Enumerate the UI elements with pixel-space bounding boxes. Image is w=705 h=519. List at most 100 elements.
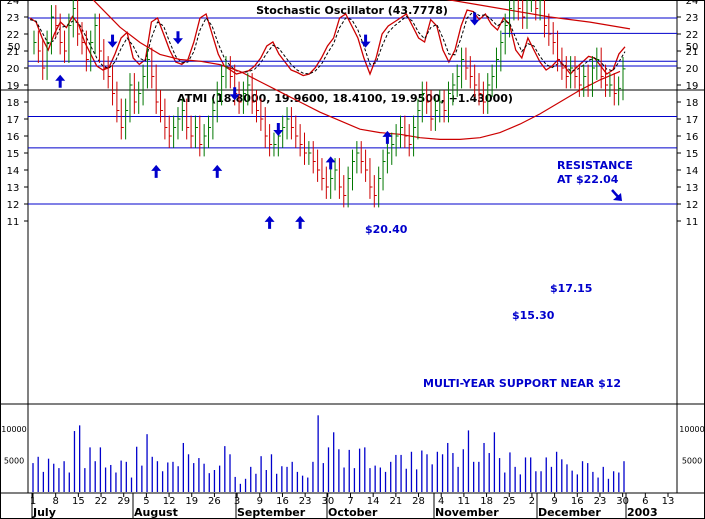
price-bar (290, 107, 294, 140)
price-tick-left-24: 24 (7, 0, 20, 7)
price-bar (443, 90, 447, 123)
arrow-up-0 (55, 74, 66, 88)
x-tick-15: 14 (367, 496, 380, 507)
price-bar (351, 149, 355, 191)
price-bar (282, 115, 286, 148)
arrow-down-1 (107, 34, 118, 48)
arrow-up-9 (325, 156, 336, 170)
price-bar (491, 64, 495, 97)
price-bar (622, 56, 626, 101)
price-bar (613, 73, 617, 106)
price-bar (77, 0, 81, 46)
price-bar (557, 30, 561, 72)
price-bar (138, 81, 142, 114)
price-tick-right-13: 13 (686, 183, 699, 194)
price-tick-right-11: 11 (686, 217, 699, 228)
stoch-series-1 (29, 10, 626, 75)
price-bar (216, 81, 220, 123)
x-tick-0: 1 (30, 496, 36, 507)
price-bar (260, 98, 264, 131)
price-bar (343, 175, 347, 208)
price-bar (561, 47, 565, 80)
price-bar (369, 158, 373, 199)
price-bar (64, 30, 68, 63)
price-bar (50, 5, 54, 55)
price-bar (194, 115, 198, 148)
stoch-y-tick-right: 50 (686, 42, 699, 53)
x-tick-9: 3 (234, 496, 240, 507)
price-bar (391, 132, 395, 165)
x-tick-6: 12 (163, 496, 176, 507)
price-bar (242, 81, 246, 114)
price-bar (552, 22, 556, 55)
price-bar (421, 81, 425, 123)
month-label-3: October (328, 506, 378, 519)
vol-tick-right-10000: 10000 (679, 425, 704, 434)
price-bar (530, 0, 532, 12)
price-bar (98, 13, 102, 63)
price-tick-right-21: 21 (686, 47, 699, 58)
price-tick-left-19: 19 (7, 81, 20, 92)
price-bar (522, 0, 526, 29)
x-tick-21: 25 (503, 496, 516, 507)
price-bar (465, 47, 469, 80)
price-bar (37, 30, 41, 63)
stoch-y-tick-left: 50 (8, 42, 21, 53)
x-tick-22: 2 (529, 496, 535, 507)
price-bar (208, 115, 212, 148)
price-bar (325, 166, 329, 199)
volume-bars (32, 415, 625, 492)
label-17-15: $17.15 (550, 282, 592, 295)
month-label-2: September (237, 506, 306, 519)
price-bar (591, 56, 595, 97)
price-bar (404, 115, 408, 148)
price-bar (90, 30, 94, 72)
price-title: ATMI (18.8000, 19.9600, 18.4100, 19.9500… (177, 92, 513, 105)
x-tick-23: 9 (551, 496, 557, 507)
month-label-1: August (134, 506, 178, 519)
resistance-arrow (611, 189, 622, 201)
price-bar (129, 73, 133, 123)
price-bar (605, 64, 609, 97)
price-tick-left-12: 12 (7, 200, 20, 211)
price-bar (256, 90, 260, 123)
price-bar (203, 124, 207, 157)
annotation-resistance: RESISTANCE (557, 159, 633, 172)
price-tick-right-15: 15 (686, 149, 699, 160)
arrow-down-5 (229, 87, 240, 101)
price-bar (107, 56, 111, 89)
price-tick-left-13: 13 (7, 183, 20, 194)
price-bar (46, 30, 50, 80)
x-tick-16: 21 (389, 496, 402, 507)
x-tick-1: 8 (52, 496, 58, 507)
x-tick-14: 7 (347, 496, 353, 507)
moving-average-short (92, 0, 621, 140)
x-tick-18: 4 (438, 496, 444, 507)
price-bar (269, 124, 273, 157)
price-bar (509, 0, 513, 38)
price-bar (312, 141, 316, 174)
price-bar (469, 56, 473, 89)
price-bar (535, 0, 539, 21)
price-bar (574, 56, 578, 89)
price-tick-left-11: 11 (7, 217, 20, 228)
price-bar (386, 141, 390, 174)
price-tick-left-18: 18 (7, 98, 20, 109)
price-bar (539, 0, 543, 21)
price-bar (399, 115, 403, 148)
x-tick-12: 23 (299, 496, 312, 507)
vol-tick-left-10000: 10000 (1, 425, 26, 434)
x-tick-2: 15 (72, 496, 85, 507)
price-bar (360, 141, 364, 174)
price-bar (526, 0, 530, 29)
price-bar (181, 98, 185, 131)
x-tick-26: 30 (616, 496, 629, 507)
price-bar (596, 47, 600, 80)
price-bar (495, 47, 499, 89)
price-tick-right-14: 14 (686, 166, 699, 177)
month-label-6: 2003 (627, 506, 658, 519)
price-bar (317, 149, 321, 182)
price-bars (33, 0, 626, 208)
stoch-lines (29, 9, 626, 77)
price-tick-right-18: 18 (686, 98, 699, 109)
